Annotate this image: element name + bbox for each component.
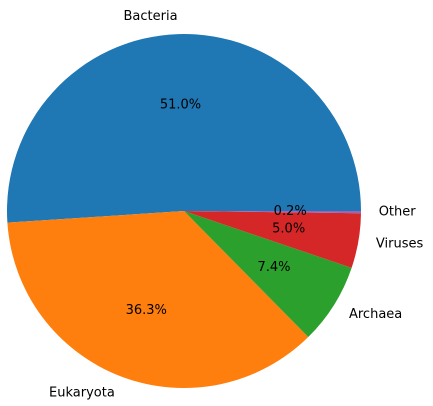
slice-label-eukaryota: Eukaryota <box>49 385 115 400</box>
slice-label-bacteria: Bacteria <box>124 9 178 24</box>
slice-label-viruses: Viruses <box>376 236 424 251</box>
slice-percent-eukaryota: 36.3% <box>126 303 167 318</box>
pie-slice-viruses <box>184 211 361 268</box>
pie-labels: Bacteria 51.0% Eukaryota 36.3% Archaea 7.4% Vi… <box>49 9 423 401</box>
pie-slice-other <box>184 211 361 214</box>
slice-percent-archaea: 7.4% <box>257 260 290 275</box>
pie-slice-archaea <box>184 211 352 338</box>
pie-slice-eukaryota <box>7 211 309 389</box>
pie-slice-bacteria <box>6 33 361 223</box>
pie-slices <box>6 33 361 389</box>
slice-label-archaea: Archaea <box>349 307 402 322</box>
slice-percent-viruses: 5.0% <box>272 221 305 236</box>
slice-percent-other: 0.2% <box>274 204 307 219</box>
slice-percent-bacteria: 51.0% <box>160 97 201 112</box>
slice-label-other: Other <box>379 205 417 220</box>
